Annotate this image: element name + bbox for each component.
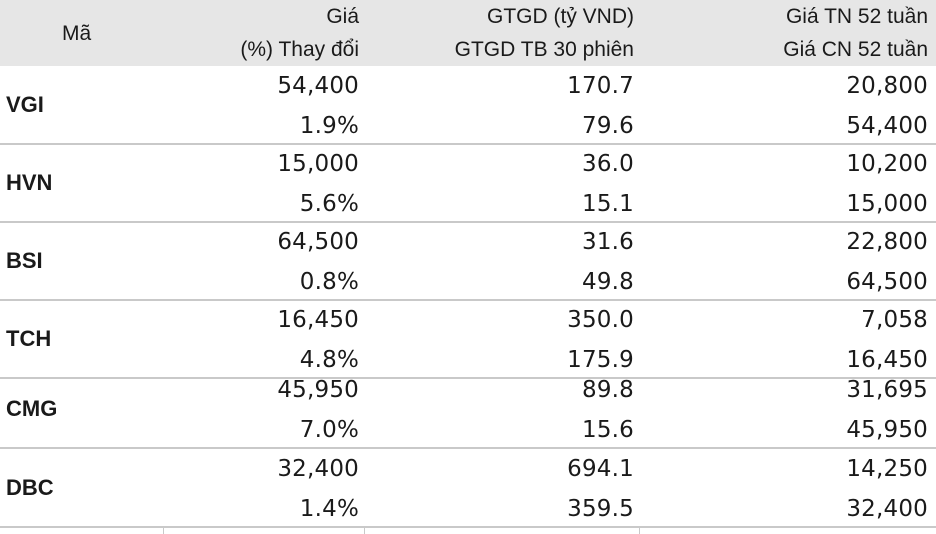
price-cell: 54,400 [277,73,359,99]
high-52w-cell: 16,450 [846,347,928,373]
header-trading-value: GTGD (tỷ VND) [487,5,634,28]
table-row: TCH 16,450 4.8% 350.0 175.9 7,058 16,450 [0,301,936,379]
avg-trading-value-cell: 359.5 [567,496,634,522]
ticker-cell: BSI [6,248,43,273]
ticker-cell: DBC [6,475,54,500]
change-cell: 5.6% [299,191,359,217]
header-change: (%) Thay đổi [240,38,359,61]
price-cell: 15,000 [277,151,359,177]
price-cell: 64,500 [277,229,359,255]
price-cell: 45,950 [277,377,359,403]
ticker-cell: CMG [6,396,58,421]
header-price: Giá [326,5,359,28]
trading-value-cell: 350.0 [567,307,634,333]
high-52w-cell: 45,950 [846,417,928,443]
ticker-cell: VGI [6,92,44,117]
low-52w-cell: 14,250 [846,456,928,482]
trading-value-cell: 170.7 [567,73,634,99]
avg-trading-value-cell: 79.6 [581,113,634,139]
avg-trading-value-cell: 15.6 [581,417,634,443]
ticker-cell: HVN [6,170,53,195]
column-separator-tick [639,528,640,534]
header-52w-high: Giá CN 52 tuần [783,38,928,61]
avg-trading-value-cell: 15.1 [581,191,634,217]
row-divider [0,526,936,528]
avg-trading-value-cell: 49.8 [581,269,634,295]
high-52w-cell: 32,400 [846,496,928,522]
trading-value-cell: 31.6 [581,229,634,255]
change-cell: 7.0% [299,417,359,443]
low-52w-cell: 10,200 [846,151,928,177]
change-cell: 0.8% [299,269,359,295]
row-divider [0,143,936,145]
table-row: BSI 64,500 0.8% 31.6 49.8 22,800 64,500 [0,223,936,301]
high-52w-cell: 15,000 [846,191,928,217]
trading-value-cell: 89.8 [581,377,634,403]
column-separator-tick [163,528,164,534]
high-52w-cell: 64,500 [846,269,928,295]
table-row: HVN 15,000 5.6% 36.0 15.1 10,200 15,000 [0,145,936,223]
row-divider [0,299,936,301]
price-cell: 32,400 [277,456,359,482]
low-52w-cell: 22,800 [846,229,928,255]
low-52w-cell: 31,695 [846,377,928,403]
trading-value-cell: 694.1 [567,456,634,482]
change-cell: 4.8% [299,347,359,373]
column-separator-tick [364,528,365,534]
row-divider [0,377,936,379]
low-52w-cell: 7,058 [861,307,928,333]
change-cell: 1.4% [299,496,359,522]
header-avg-trading-value: GTGD TB 30 phiên [454,38,634,61]
table-row: DBC 32,400 1.4% 694.1 359.5 14,250 32,40… [0,450,936,528]
avg-trading-value-cell: 175.9 [567,347,634,373]
low-52w-cell: 20,800 [846,73,928,99]
header-ticker: Mã [62,22,92,45]
price-cell: 16,450 [277,307,359,333]
high-52w-cell: 54,400 [846,113,928,139]
row-divider [0,221,936,223]
ticker-cell: TCH [6,326,52,351]
trading-value-cell: 36.0 [581,151,634,177]
change-cell: 1.9% [299,113,359,139]
header-52w-low: Giá TN 52 tuần [785,5,928,28]
table-header: Mã Giá (%) Thay đổi GTGD (tỷ VND) GTGD T… [0,0,936,66]
table-row: CMG 45,950 7.0% 89.8 15.6 31,695 45,950 [0,371,936,449]
table-row: VGI 54,400 1.9% 170.7 79.6 20,800 54,400 [0,67,936,145]
row-divider [0,447,936,449]
